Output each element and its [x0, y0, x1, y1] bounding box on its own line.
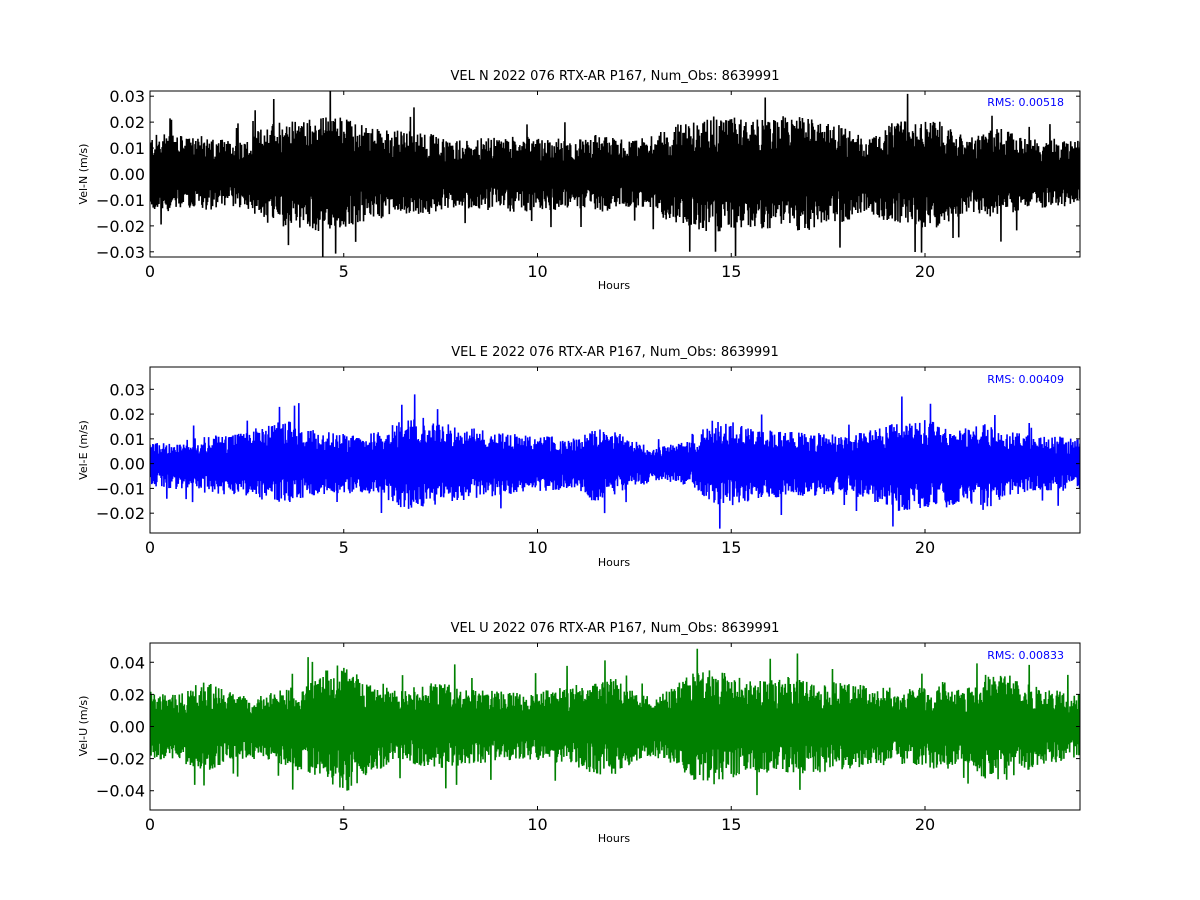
x-tick-label: 5 — [339, 538, 349, 557]
x-tick-label: 0 — [145, 262, 155, 281]
x-tick-label: 10 — [527, 262, 547, 281]
panel-vel-n-x-ticks: 0 5 10 15 20 — [145, 91, 935, 281]
y-tick-label: −0.01 — [96, 479, 145, 498]
panel-vel-u-y-axis-label: Vel-U (m/s) — [77, 696, 90, 757]
y-tick-label: −0.01 — [96, 191, 145, 210]
panel-vel-u-plot — [150, 648, 1080, 796]
panel-vel-n-series-line — [150, 91, 1080, 257]
panel-vel-n-title: VEL N 2022 076 RTX-AR P167, Num_Obs: 863… — [451, 69, 780, 84]
panel-vel-n-x-axis-label: Hours — [598, 279, 630, 292]
panel-vel-n-plot — [150, 91, 1080, 257]
x-tick-label: 10 — [527, 815, 547, 834]
y-tick-label: 0.00 — [109, 165, 145, 184]
panel-vel-n: VEL N 2022 076 RTX-AR P167, Num_Obs: 863… — [77, 69, 1081, 292]
y-tick-label: −0.02 — [96, 217, 145, 236]
y-tick-label: 0.01 — [109, 139, 145, 158]
y-tick-label: 0.03 — [109, 380, 145, 399]
y-tick-label: 0.02 — [109, 685, 145, 704]
panel-vel-e-series-line — [150, 394, 1080, 529]
panel-vel-e-title: VEL E 2022 076 RTX-AR P167, Num_Obs: 863… — [451, 345, 778, 360]
panel-vel-u-title: VEL U 2022 076 RTX-AR P167, Num_Obs: 863… — [451, 621, 780, 636]
y-tick-label: −0.04 — [96, 782, 145, 801]
x-tick-label: 20 — [915, 815, 935, 834]
panel-vel-e-x-axis-label: Hours — [598, 556, 630, 569]
x-tick-label: 15 — [721, 815, 741, 834]
x-tick-label: 0 — [145, 538, 155, 557]
panel-vel-u-series-line — [150, 648, 1080, 796]
x-tick-label: 5 — [339, 815, 349, 834]
panel-vel-u-y-ticks: 0.04 0.02 0.00 −0.02 −0.04 — [96, 653, 1080, 801]
y-tick-label: −0.03 — [96, 243, 145, 262]
panel-vel-u: VEL U 2022 076 RTX-AR P167, Num_Obs: 863… — [77, 621, 1081, 845]
panel-vel-e-plot — [150, 394, 1080, 529]
panel-vel-n-y-axis-label: Vel-N (m/s) — [77, 144, 90, 205]
y-tick-label: 0.02 — [109, 113, 145, 132]
x-tick-label: 15 — [721, 262, 741, 281]
panel-vel-e-y-axis-label: Vel-E (m/s) — [77, 420, 90, 480]
panel-vel-n-y-ticks: 0.03 0.02 0.01 0.00 −0.01 −0.02 −0.03 — [96, 87, 1080, 262]
panel-vel-e-y-ticks: 0.03 0.02 0.01 0.00 −0.01 −0.02 — [96, 380, 1080, 523]
panel-vel-e-x-ticks: 0 5 10 15 20 — [145, 367, 935, 557]
y-tick-label: 0.00 — [109, 718, 145, 737]
x-tick-label: 20 — [915, 262, 935, 281]
panel-vel-u-x-ticks: 0 5 10 15 20 — [145, 643, 935, 834]
y-tick-label: 0.03 — [109, 87, 145, 106]
y-tick-label: −0.02 — [96, 750, 145, 769]
x-tick-label: 0 — [145, 815, 155, 834]
panel-vel-e: VEL E 2022 076 RTX-AR P167, Num_Obs: 863… — [77, 345, 1081, 569]
x-tick-label: 15 — [721, 538, 741, 557]
y-tick-label: 0.01 — [109, 430, 145, 449]
x-tick-label: 5 — [339, 262, 349, 281]
y-tick-label: 0.04 — [109, 653, 145, 672]
panel-vel-u-x-axis-label: Hours — [598, 832, 630, 845]
panel-vel-e-axes-frame — [149, 366, 1081, 534]
panel-vel-e-rms-label: RMS: 0.00409 — [987, 373, 1064, 386]
y-tick-label: 0.02 — [109, 405, 145, 424]
y-tick-label: 0.00 — [109, 455, 145, 474]
panel-vel-n-rms-label: RMS: 0.00518 — [987, 96, 1064, 109]
x-tick-label: 10 — [527, 538, 547, 557]
panel-vel-u-rms-label: RMS: 0.00833 — [987, 649, 1064, 662]
x-tick-label: 20 — [915, 538, 935, 557]
y-tick-label: −0.02 — [96, 504, 145, 523]
